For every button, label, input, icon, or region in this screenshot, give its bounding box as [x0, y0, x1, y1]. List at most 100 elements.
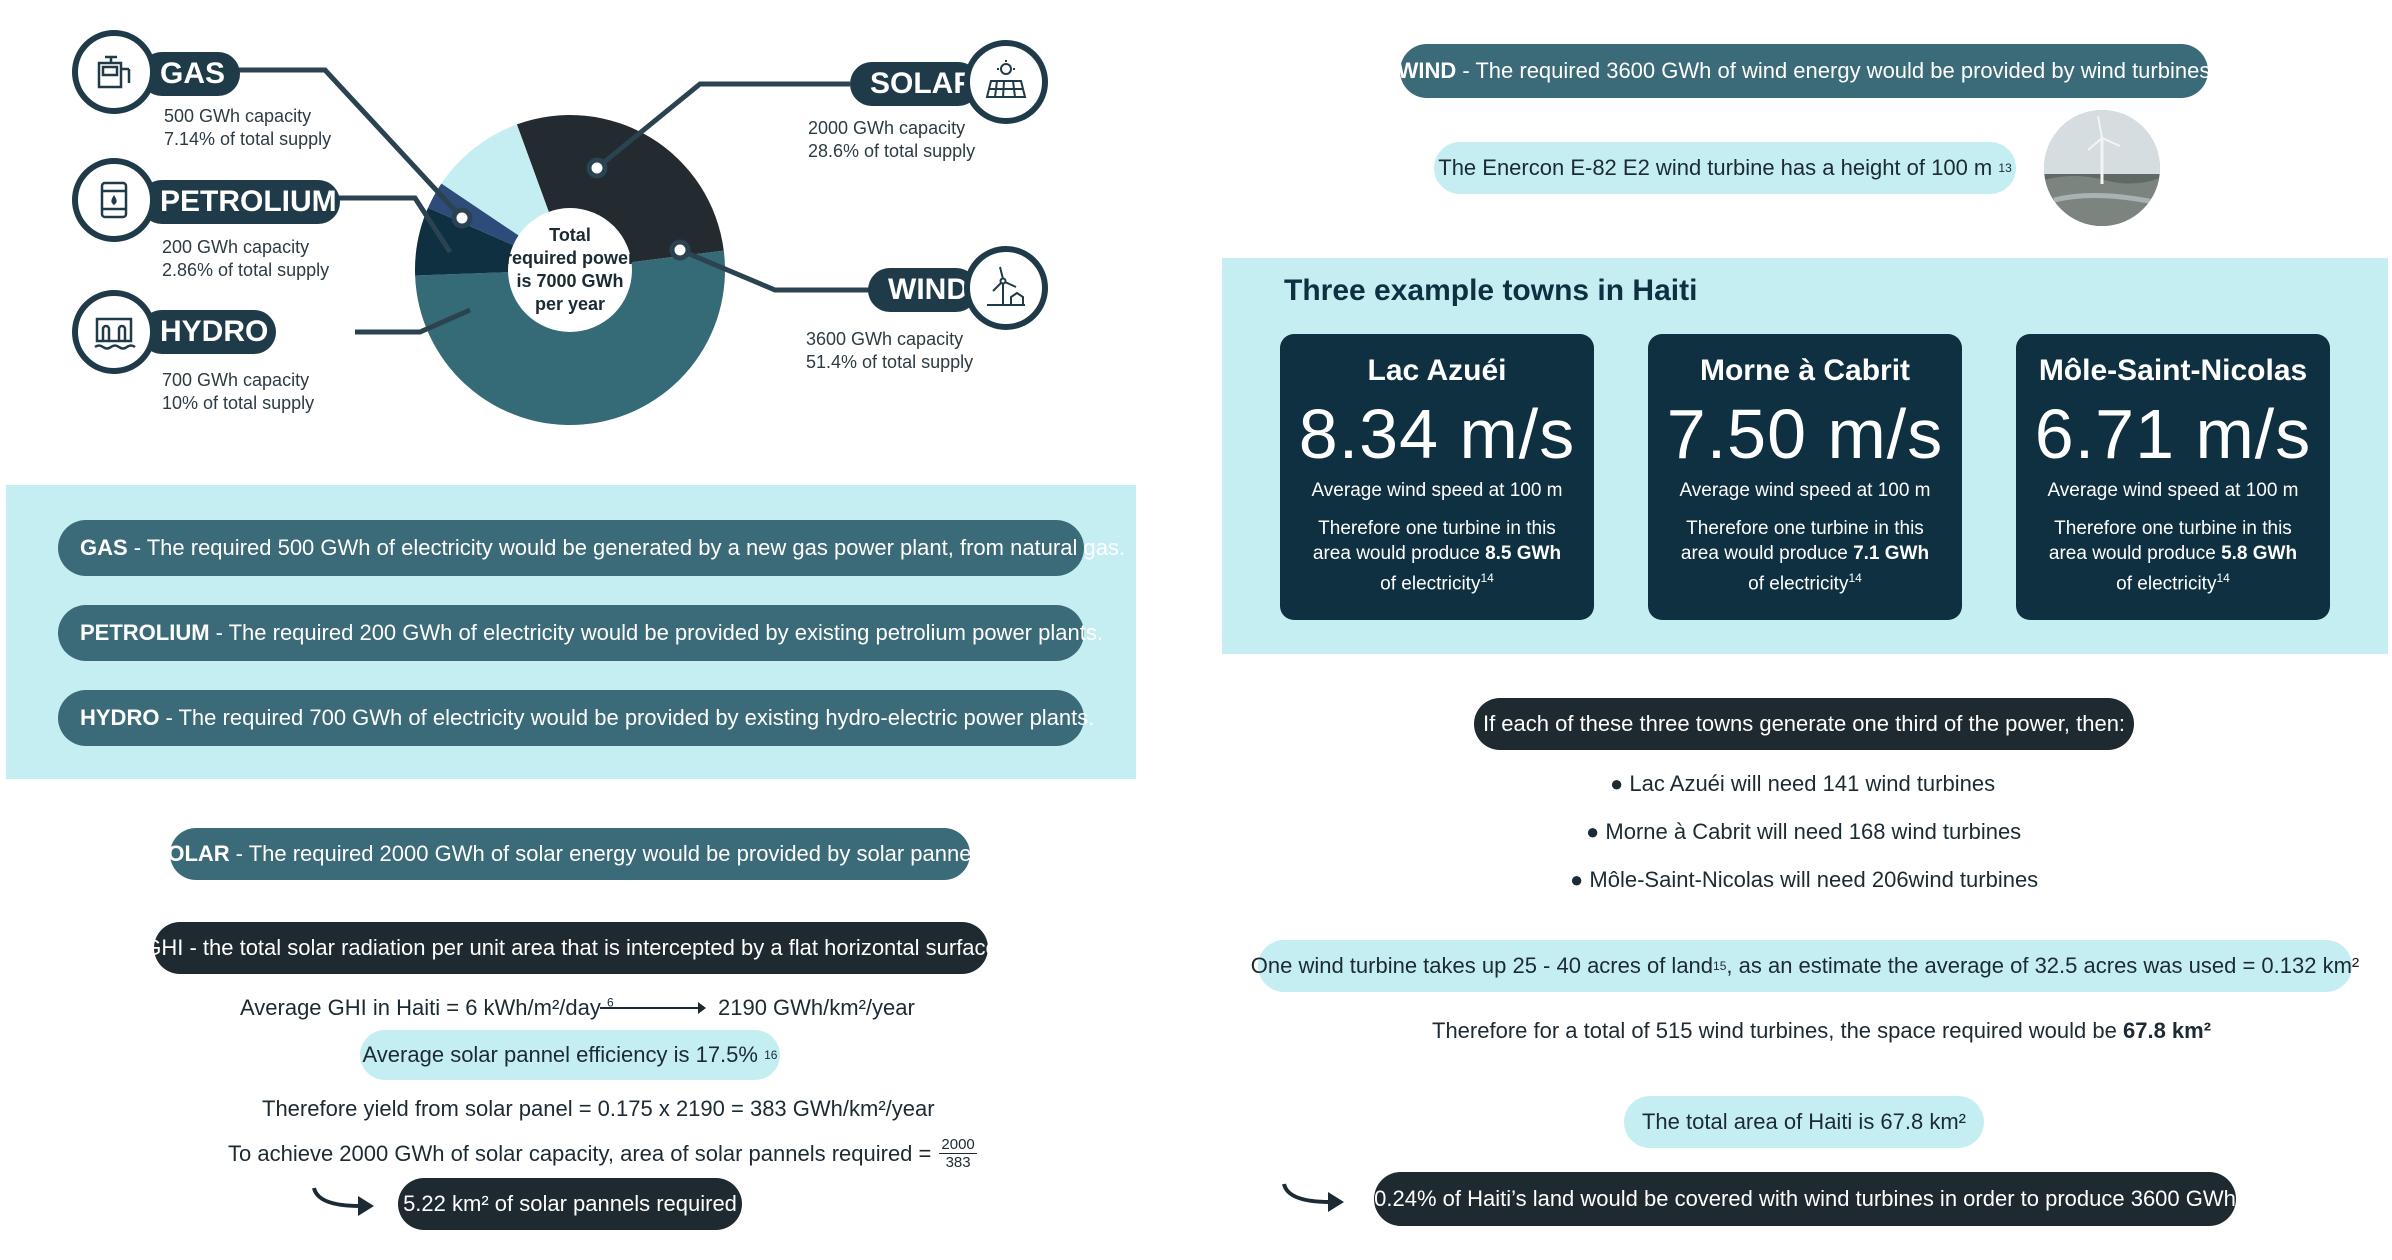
gas-summary-pill: GAS - The required 500 GWh of electricity… [58, 520, 1125, 576]
petrolium-summary-pill: PETROLIUM - The required 200 GWh of elect… [58, 605, 1103, 661]
town-speed-caption: Average wind speed at 100 m [1311, 480, 1563, 501]
town-desc-line3: of electricity [2116, 573, 2217, 595]
hydro-caption: 700 GWh capacity 10% of total supply [162, 369, 314, 415]
land-use-ref: 15 [1713, 959, 1727, 973]
town-wind-speed: 8.34 m/s [1298, 395, 1576, 473]
wind-icon-circle [964, 246, 1048, 330]
town-name: Môle-Saint-Nicolas [2038, 354, 2308, 387]
svg-text:Total: Total [549, 225, 591, 245]
fraction-denominator: 383 [945, 1154, 971, 1171]
town-desc-line2: area would produce [1680, 543, 1848, 564]
third-power-pill: If each of these three towns generate on… [1474, 698, 2134, 750]
petrolium-summary-text: - The required 200 GWh of electricity wo… [215, 620, 1103, 645]
gas-icon-circle [72, 30, 156, 114]
solar-area-label: To achieve 2000 GWh of solar capacity, a… [228, 1140, 932, 1166]
avg-ghi-ref: 6 [607, 995, 614, 1010]
wind-capacity: 3600 GWh capacity [806, 329, 964, 349]
connector-lines [220, 67, 870, 335]
hydro-summary-pill: HYDRO - The required 700 GWh of electrici… [58, 690, 1094, 746]
efficiency-ref: 16 [764, 1048, 778, 1062]
donut-center-hole [508, 208, 632, 332]
town-description: Therefore one turbine in this area would… [1648, 516, 1962, 596]
wind-headline-text: - The required 3600 GWh of wind energy w… [1462, 58, 2211, 83]
wind-connector [679, 247, 870, 293]
town-card-mole-saint-nicolas: Môle-Saint-Nicolas 6.71 m/s Average wind… [2016, 334, 2330, 620]
wind-result-pill: 0.24% of Haiti’s land would be covered w… [1374, 1172, 2236, 1226]
petrolium-tag: PETROLIUM [140, 180, 340, 224]
oil-barrel-icon [100, 181, 128, 219]
petrolium-connector [330, 195, 453, 254]
town-name: Lac Azuéi [1367, 354, 1507, 387]
energy-mix-donut-chart: Total required power is 7000 GWh per yea… [220, 67, 870, 426]
donut-slice-wind [415, 250, 726, 426]
solar-headline-pill: SOLAR - The required 2000 GWh of solar en… [153, 828, 987, 880]
town-desc-line1: Therefore one turbine in this [1686, 518, 1924, 539]
efficiency-pill: Average solar pannel efficiency is 17.5%… [360, 1030, 780, 1080]
town-gwh: 7.1 GWh [1853, 543, 1930, 564]
bullet-text: Morne à Cabrit will need 168 wind turbin… [1605, 819, 2022, 844]
gas-pump-icon [97, 55, 131, 89]
gas-summary-key: GAS [80, 535, 128, 560]
town-description: Therefore one turbine in this area would… [1280, 516, 1594, 596]
gas-share: 7.14% of total supply [164, 129, 332, 149]
donut-center-label: Total required power is 7000 GWh per yea… [505, 225, 635, 314]
town-card-lac-azuei: Lac Azuéi 8.34 m/s Average wind speed at… [1280, 334, 1594, 620]
land-use-text2: , as an estimate the average of 32.5 acr… [1726, 953, 2360, 978]
bullet-text: Môle-Saint-Nicolas will need 206wind tur… [1589, 867, 2039, 892]
svg-text:required power: required power [505, 248, 635, 268]
town-ref: 14 [1480, 571, 1494, 585]
wind-tag: WIND [868, 268, 978, 312]
town-speed-caption: Average wind speed at 100 m [2047, 480, 2299, 501]
avg-ghi-text: Average GHI in Haiti = 6 kWh/m²/day 6 [240, 995, 614, 1021]
hydro-summary-text: - The required 700 GWh of electricity wo… [165, 705, 1095, 730]
solar-result-arrow-icon [312, 1187, 374, 1216]
gas-connector-dot [451, 207, 473, 229]
hydro-capacity: 700 GWh capacity [162, 370, 310, 390]
bullet-text: Lac Azuéi will need 141 wind turbines [1629, 771, 1996, 796]
town-desc-line3: of electricity [1380, 573, 1481, 595]
wind-turbine-icon [987, 266, 1025, 306]
wind-headline-pill: WIND - The required 3600 GWh of wind ener… [1397, 44, 2211, 98]
wind-headline-key: WIND [1397, 58, 1457, 83]
solar-connector-dot [586, 157, 608, 179]
solar-headline-key: SOLAR [152, 841, 230, 866]
solar-icon-circle [964, 40, 1048, 124]
solar-area-text: To achieve 2000 GWh of solar capacity, a… [228, 1136, 977, 1171]
town-desc-line3: of electricity [1748, 573, 1849, 595]
wind-share: 51.4% of total supply [806, 352, 974, 372]
ghi-result-text: 2190 GWh/km²/year [718, 995, 915, 1020]
petrolium-summary-key: PETROLIUM [80, 620, 210, 645]
wind-turbine-photo [2044, 110, 2160, 226]
wind-result-text: 0.24% of Haiti’s land would be covered w… [1374, 1186, 2236, 1211]
solar-connector [595, 81, 850, 170]
fraction-numerator: 2000 [939, 1136, 977, 1154]
wind-connector-dot [669, 239, 691, 261]
hydro-connector [355, 307, 472, 335]
turbine-bullet-3: ● Môle-Saint-Nicolas will need 206wind t… [1570, 867, 2039, 892]
gas-connector [220, 67, 464, 220]
petrolium-capacity: 200 GWh capacity [162, 237, 310, 257]
dam-icon [94, 317, 136, 350]
turbine-info-ref: 13 [1998, 161, 2012, 175]
hydro-tag: HYDRO [140, 310, 276, 354]
total-space-label: Therefore for a total of 515 wind turbin… [1432, 1018, 2117, 1043]
solar-headline-text: - The required 2000 GWh of solar energy … [235, 841, 988, 866]
towns-title: Three example towns in Haiti [1284, 274, 1698, 307]
haiti-area-text: The total area of Haiti is 67.8 km² [1641, 1109, 1967, 1134]
total-space-value: 67.8 km² [2122, 1018, 2212, 1043]
solar-share: 28.6% of total supply [808, 141, 976, 161]
wind-caption: 3600 GWh capacity 51.4% of total supply [806, 328, 973, 374]
land-use-text1: One wind turbine takes up 25 - 40 acres … [1250, 953, 1714, 978]
town-card-morne-a-cabrit: Morne à Cabrit 7.50 m/s Average wind spe… [1648, 334, 1962, 620]
turbine-info-pill: The Enercon E-82 E2 wind turbine has a h… [1434, 142, 2016, 194]
turbine-bullet-1: ● Lac Azuéi will need 141 wind turbines [1610, 771, 1996, 796]
town-description: Therefore one turbine in this area would… [2016, 516, 2330, 596]
efficiency-text: Average solar pannel efficiency is 17.5% [362, 1042, 758, 1067]
turbine-bullet-2: ● Morne à Cabrit will need 168 wind turb… [1586, 819, 2022, 844]
hydro-summary-key: HYDRO [80, 705, 160, 730]
solar-capacity: 2000 GWh capacity [808, 118, 966, 138]
solar-area-fraction: 2000 383 [939, 1136, 977, 1171]
solar-caption: 2000 GWh capacity 28.6% of total supply [808, 117, 975, 163]
total-space-text: Therefore for a total of 515 wind turbin… [1432, 1018, 2211, 1044]
turbine-info-text: The Enercon E-82 E2 wind turbine has a h… [1438, 155, 1993, 180]
